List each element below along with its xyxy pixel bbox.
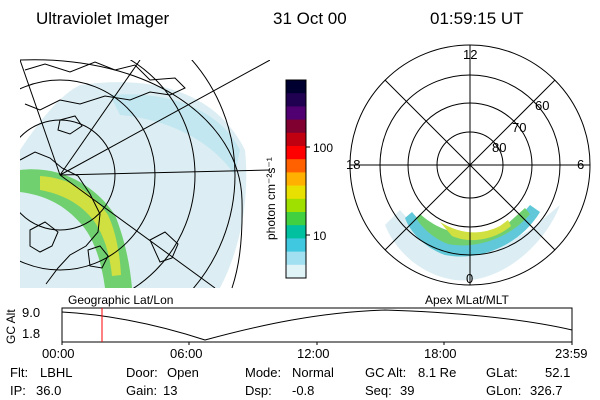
timeline-left-title: Geographic Lat/Lon — [68, 293, 174, 307]
colorbar-segment — [286, 238, 306, 253]
mlt-label-12: 12 — [463, 47, 478, 62]
colorbar-segment — [286, 159, 306, 173]
mlt-label-0: 0 — [466, 271, 474, 286]
colorbar-segment — [286, 264, 306, 279]
colorbar-segment — [286, 225, 306, 239]
auroral-oval — [405, 205, 540, 257]
dsp-value: -0.8 — [292, 383, 315, 398]
timeline-xtick-0600: 06:00 — [170, 346, 203, 361]
date-label: 31 Oct 00 — [273, 9, 347, 28]
time-label: 01:59:15 UT — [430, 9, 524, 28]
aurora-band — [20, 169, 132, 288]
glon-label: GLon: — [486, 383, 522, 398]
lat-label-70: 70 — [512, 120, 527, 135]
colorbar-segment — [286, 106, 306, 121]
gcalt-value: 8.1 Re — [418, 365, 457, 380]
colorbar-segment — [286, 251, 306, 266]
ip-label: IP: — [10, 383, 26, 398]
timeline-xtick-1200: 12:00 — [297, 346, 330, 361]
filter-label: Flt: — [10, 365, 29, 380]
colorbar-segment — [286, 93, 306, 107]
colorbar-segment — [286, 198, 306, 213]
timeline-ytick-1: 1.8 — [22, 326, 41, 341]
altitude-curve — [61, 309, 573, 341]
ip-value: 36.0 — [36, 383, 62, 398]
mlt-label-6: 6 — [577, 157, 585, 172]
colorbar-tick-10: 10 — [313, 229, 327, 243]
timeline-ytick-9: 9.0 — [22, 305, 41, 320]
lat-label-80: 80 — [492, 140, 507, 155]
door-label: Door: — [126, 365, 158, 380]
lat-label-60: 60 — [535, 98, 550, 113]
seq-label: Seq: — [365, 383, 392, 398]
mode-label: Mode: — [245, 365, 282, 380]
colorbar-segment — [286, 132, 306, 147]
seq-value: 39 — [400, 383, 415, 398]
colorbar-segment — [286, 172, 306, 187]
gain-label: Gain: — [126, 383, 158, 398]
glon-value: 326.7 — [530, 383, 563, 398]
door-value: Open — [167, 365, 199, 380]
colorbar-tick-100: 100 — [313, 141, 334, 155]
timeline-xtick-0000: 00:00 — [42, 346, 75, 361]
gcalt-label: GC Alt: — [365, 365, 407, 380]
mlt-label-18: 18 — [346, 157, 361, 172]
colorbar-segment — [286, 119, 306, 134]
colorbar-segment — [286, 185, 306, 200]
timeline-xtick-1800: 18:00 — [424, 346, 457, 361]
timeline-right-title: Apex MLat/MLT — [425, 293, 509, 307]
colorbar-segment — [286, 212, 306, 226]
glat-label: GLat: — [486, 365, 518, 380]
colorbar-segment — [286, 80, 306, 94]
instrument-title: Ultraviolet Imager — [36, 9, 170, 28]
timeline-xtick-2359: 23:59 — [555, 346, 588, 361]
gain-value: 13 — [163, 383, 178, 398]
mode-value: Normal — [292, 365, 334, 380]
filter-value: LBHL — [40, 365, 73, 380]
colorbar-segment — [286, 146, 306, 160]
dsp-label: Dsp: — [245, 383, 272, 398]
glat-value: 52.1 — [545, 365, 571, 380]
